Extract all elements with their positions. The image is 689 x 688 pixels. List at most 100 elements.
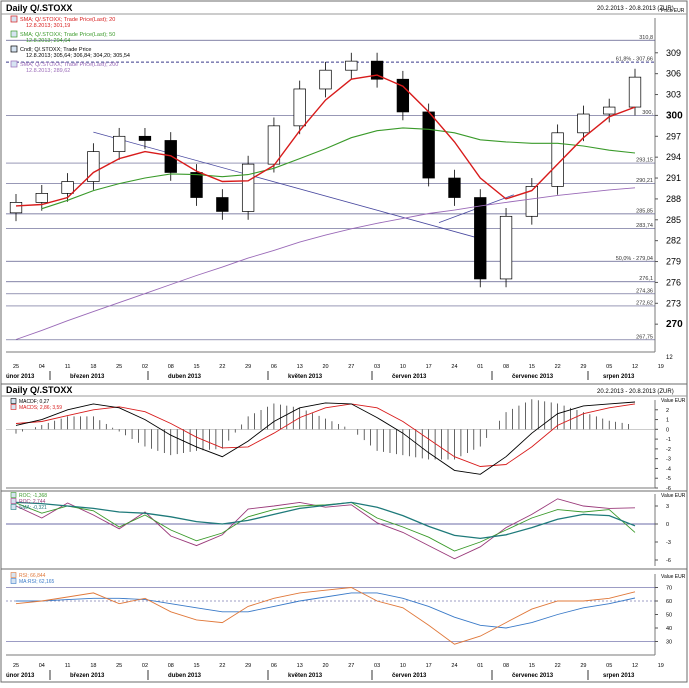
macd-tick-label: 0	[666, 427, 669, 433]
rsi-unit-label: Value EUR	[661, 574, 686, 580]
fib-label: 290,21	[636, 178, 653, 184]
legend-value: 12.8.2013; 289,62	[26, 68, 70, 74]
x-tick-label: 05	[606, 663, 612, 669]
rsi-tick-label: 60	[666, 599, 672, 605]
candle-body	[319, 69, 332, 90]
macd-tick-label: -5	[666, 476, 671, 482]
x-tick-label: 15	[193, 364, 199, 370]
x-tick-label: 15	[529, 663, 535, 669]
x-tick-label: 29	[580, 663, 586, 669]
month-label: srpen 2013	[603, 673, 635, 679]
roc-sma-line	[15, 501, 636, 540]
x-tick-label: 08	[503, 663, 509, 669]
legend-swatch	[10, 498, 17, 504]
candle-body	[628, 76, 642, 108]
candle-body	[190, 172, 203, 198]
candle-body	[396, 78, 410, 113]
month-label: červen 2013	[392, 374, 427, 380]
fib-label: 272,62	[636, 300, 653, 306]
candle-body	[216, 197, 229, 212]
x-tick-label: 22	[219, 663, 225, 669]
fib-label: 293,15	[636, 158, 653, 164]
roc-line-purple	[15, 498, 636, 560]
candle-body	[603, 106, 616, 115]
macd-date-range: 20.2.2013 - 20.8.2013 (ZUR)	[597, 389, 674, 395]
x-tick-label: 25	[13, 364, 19, 370]
legend-value: 12.8.2013; 305,64; 306,84; 304,20; 305,5…	[26, 53, 130, 59]
trendline-down	[93, 131, 476, 238]
rsi-tick-label: 30	[666, 640, 672, 646]
legend-swatch	[10, 492, 17, 498]
x-tick-label: 19	[658, 364, 664, 370]
price-tick-label: 282	[666, 236, 681, 246]
x-tick-label: 15	[529, 364, 535, 370]
sma20-line	[15, 74, 636, 207]
x-tick-label: 13	[297, 364, 303, 370]
x-tick-label: 22	[555, 663, 561, 669]
price-unit-label: Price EUR	[661, 8, 685, 14]
month-label: srpen 2013	[603, 374, 635, 380]
x-tick-label: 01	[477, 663, 483, 669]
fib-label: 300,	[642, 110, 653, 116]
candle-body	[422, 111, 435, 179]
x-tick-label: 08	[503, 364, 509, 370]
date-range: 20.2.2013 - 20.8.2013 (ZUR)	[597, 6, 674, 12]
x-tick-label: 29	[245, 663, 251, 669]
month-label: červenec 2013	[512, 374, 554, 380]
month-label: květen 2013	[288, 673, 323, 679]
candle-body	[241, 163, 255, 212]
legend-value: 12.8.2013; 301,19	[26, 23, 70, 29]
x-tick-label: 10	[400, 364, 406, 370]
candle-body	[525, 186, 538, 217]
price-tick-label: 285	[666, 215, 681, 225]
roc-line-green	[15, 501, 636, 552]
legend-label: SMA; -0,321	[19, 505, 47, 511]
x-tick-label: 20	[322, 364, 328, 370]
x-tick-label: 04	[39, 663, 45, 669]
x-tick-label: 04	[39, 364, 45, 370]
month-label: březen 2013	[70, 673, 105, 679]
legend-swatch	[10, 30, 18, 38]
price-tick-label: 279	[666, 257, 681, 267]
x-tick-label: 27	[348, 663, 354, 669]
legend-label: ROC; 2,744	[19, 499, 46, 505]
x-tick-label: 15	[193, 663, 199, 669]
macd-tick-label: -3	[666, 457, 671, 463]
month-label: duben 2013	[168, 374, 202, 380]
fib-label: 310,8	[639, 35, 653, 41]
legend-label: SMA; Q/.STOXX; Trade Price(Last); 50	[20, 32, 115, 38]
candle-body	[474, 197, 487, 280]
x-tick-label: 18	[90, 663, 96, 669]
price-tick-label: 291	[666, 173, 681, 183]
macd-panel-title: Daily Q/.STOXX	[6, 385, 72, 395]
macd-tick-label: -2	[666, 447, 671, 453]
roc-tick-label: 3	[666, 504, 669, 510]
price-tick-label: 309	[666, 48, 681, 58]
price-tick-label: 276	[666, 277, 681, 287]
month-label: květen 2013	[288, 374, 323, 380]
fib-label: 283,74	[636, 223, 653, 229]
x-tick-label: 06	[271, 364, 277, 370]
fib-label: 61,8% - 307,66	[616, 57, 653, 63]
x-tick-label: 18	[90, 364, 96, 370]
candle-body	[370, 60, 384, 80]
price-tick-label: 300	[666, 110, 683, 121]
month-label: červen 2013	[392, 673, 427, 679]
x-tick-label: 25	[13, 663, 19, 669]
candle-body	[138, 135, 152, 141]
x-tick-label: 29	[580, 364, 586, 370]
candle-body	[9, 202, 23, 214]
macd-tick-label: -6	[666, 486, 671, 492]
x-tick-label: 03	[374, 364, 380, 370]
candle-body	[345, 60, 358, 71]
price-tick-label: 303	[666, 90, 681, 100]
macd-unit-label: Value EUR	[661, 398, 686, 404]
macd-signal-line	[15, 403, 636, 467]
price-tick-label: 294	[666, 152, 681, 162]
candle-body	[267, 125, 281, 165]
legend-swatch	[10, 398, 17, 404]
legend-label: MACDS; 2,86; 3,59	[19, 405, 62, 411]
legend-swatch	[10, 60, 18, 68]
x-tick-label: 19	[658, 663, 664, 669]
